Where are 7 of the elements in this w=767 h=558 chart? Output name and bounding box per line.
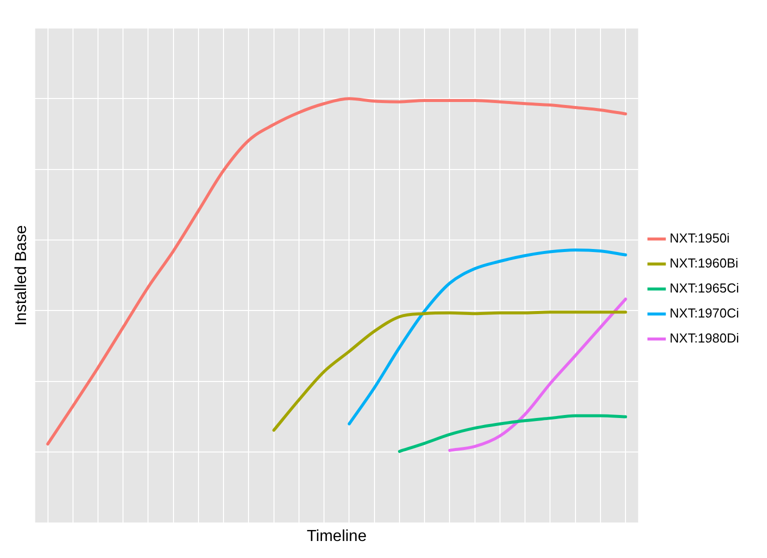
legend-label: NXT:1950i <box>670 230 730 246</box>
legend-label: NXT:1980Di <box>670 330 740 346</box>
legend-label: NXT:1970Ci <box>670 306 740 321</box>
x-axis-title: Timeline <box>306 528 367 545</box>
legend-label: NXT:1965Ci <box>670 280 740 296</box>
legend-label: NXT:1960Bi <box>670 256 738 271</box>
y-axis-title: Installed Base <box>13 225 30 326</box>
